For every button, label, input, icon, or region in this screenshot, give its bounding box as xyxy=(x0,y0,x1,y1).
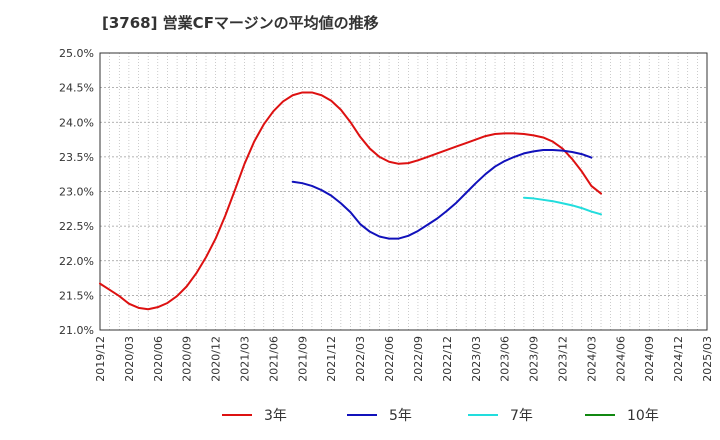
x-tick-label: 2024/09 xyxy=(643,336,656,382)
x-tick-label: 2020/06 xyxy=(152,336,165,382)
legend-label-0: 3年 xyxy=(264,408,287,424)
x-tick-label: 2023/09 xyxy=(528,336,541,382)
series-line-2 xyxy=(522,196,603,216)
series-line-0 xyxy=(99,91,603,311)
y-tick-label: 23.0% xyxy=(59,186,94,199)
series-lines xyxy=(99,91,603,311)
x-tick-label: 2021/12 xyxy=(325,336,338,382)
plot-background xyxy=(100,53,707,330)
plot-border xyxy=(99,52,708,331)
x-axis-ticks: 2019/12 2020/03 2020/06 2020/09 2020/12 2021/… xyxy=(94,336,714,382)
x-tick-label: 2022/09 xyxy=(412,336,425,382)
x-tick-label: 2024/03 xyxy=(585,336,598,382)
y-tick-label: 25.0% xyxy=(59,47,94,60)
y-tick-label: 22.5% xyxy=(59,220,94,233)
legend: 3年 5年 7年 10年 xyxy=(222,408,659,424)
x-tick-label: 2021/03 xyxy=(239,336,252,382)
y-tick-label: 22.0% xyxy=(59,255,94,268)
y-tick-label: 24.0% xyxy=(59,116,94,129)
y-tick-label: 23.5% xyxy=(59,151,94,164)
chart-title: [3768] 営業CFマージンの平均値の推移 xyxy=(102,14,379,32)
x-tick-label: 2021/06 xyxy=(267,336,280,382)
x-tick-label: 2024/06 xyxy=(614,336,627,382)
x-tick-label: 2019/12 xyxy=(94,336,107,382)
x-tick-label: 2022/12 xyxy=(441,336,454,382)
legend-label-2: 7年 xyxy=(510,408,533,424)
y-tick-label: 24.5% xyxy=(59,82,94,95)
x-tick-label: 2022/06 xyxy=(383,336,396,382)
y-tick-label: 21.5% xyxy=(59,289,94,302)
legend-label-1: 5年 xyxy=(389,408,412,424)
x-tick-label: 2020/03 xyxy=(123,336,136,382)
series-line-1 xyxy=(291,148,593,240)
x-tick-label: 2024/12 xyxy=(672,336,685,382)
x-tick-label: 2020/12 xyxy=(210,336,223,382)
y-tick-label: 21.0% xyxy=(59,324,94,337)
x-tick-label: 2025/03 xyxy=(701,336,714,382)
legend-label-3: 10年 xyxy=(627,408,659,424)
x-tick-label: 2022/03 xyxy=(354,336,367,382)
x-tick-label: 2023/03 xyxy=(470,336,483,382)
y-axis-ticks: 21.0% 21.5% 22.0% 22.5% 23.0% 23.5% 24.0% 24.5%… xyxy=(59,47,94,337)
x-tick-label: 2023/06 xyxy=(499,336,512,382)
x-tick-label: 2020/09 xyxy=(181,336,194,382)
x-tick-label: 2023/12 xyxy=(556,336,569,382)
x-tick-label: 2021/09 xyxy=(296,336,309,382)
